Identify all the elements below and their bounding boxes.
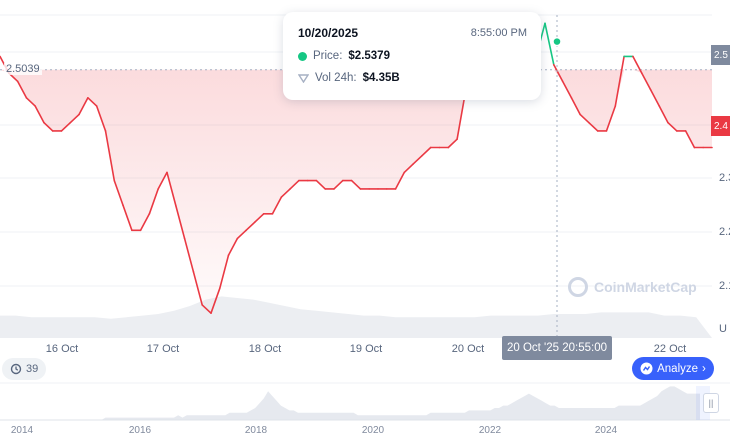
price-segment-13 — [113, 179, 124, 207]
tooltip: 10/20/2025 8:55:00 PM Price: $2.5379 Vol… — [283, 12, 541, 100]
analyze-icon — [640, 362, 653, 375]
x-tick-label-5: 22 Oct — [654, 343, 686, 355]
price-segment-16 — [139, 213, 151, 232]
navigator-year-2024: 2024 — [595, 425, 618, 433]
price-segment-20 — [175, 204, 186, 240]
navigator-year-2018: 2018 — [245, 425, 268, 433]
chevron-right-icon: › — [702, 362, 706, 375]
price-segment-9 — [78, 97, 89, 116]
price-segment-26 — [227, 237, 239, 256]
x-tick-label-1: 17 Oct — [147, 343, 179, 355]
price-segment-33 — [289, 179, 300, 190]
price-segment-38 — [333, 179, 344, 190]
navigator-year-2014: 2014 — [11, 425, 34, 433]
price-segment-48 — [421, 146, 432, 157]
price-dot-icon — [298, 51, 307, 61]
price-segment-27 — [236, 229, 247, 240]
crosshair-time-label: 20 Oct '25 20:55:00 — [502, 336, 612, 360]
price-segment-78 — [684, 130, 696, 149]
price-tag-current: 2.4 — [711, 116, 730, 136]
price-segment-19 — [166, 171, 177, 207]
price-segment-45 — [394, 171, 406, 190]
crosshair-point — [552, 36, 562, 47]
x-tick-label-0: 16 Oct — [46, 343, 78, 355]
tooltip-time: 8:55:00 PM — [470, 27, 527, 39]
price-segment-17 — [148, 188, 159, 215]
price-segment-7 — [60, 121, 72, 132]
analyze-button[interactable]: Analyze › — [632, 357, 714, 380]
price-tag-top: 2.5 — [711, 45, 730, 65]
volume-icon — [298, 73, 309, 83]
tooltip-volume-row: Vol 24h: $4.35B — [298, 72, 400, 84]
price-segment-46 — [403, 163, 414, 174]
price-segment-67 — [588, 121, 599, 132]
price-segment-69 — [605, 105, 617, 132]
price-segment-74 — [649, 88, 661, 107]
price-segment-21 — [183, 237, 195, 273]
tooltip-volume-value: $4.35B — [362, 72, 400, 84]
navigator-year-2020: 2020 — [362, 425, 385, 433]
y-tick-label-3: 2.2 — [719, 226, 730, 238]
price-segment-12 — [104, 130, 116, 182]
price-segment-51 — [447, 138, 458, 149]
analyze-label: Analyze — [657, 362, 699, 375]
price-segment-65 — [570, 97, 581, 116]
price-segment-28 — [245, 221, 256, 232]
price-segment-64 — [561, 80, 573, 99]
price-segment-22 — [192, 270, 203, 306]
y-tick-label-5: U — [719, 323, 727, 335]
price-segment-5 — [43, 121, 54, 132]
watermark: CoinMarketCap — [568, 277, 697, 297]
price-segment-62 — [544, 22, 555, 66]
watermark-text: CoinMarketCap — [594, 279, 697, 295]
tooltip-date: 10/20/2025 — [298, 26, 359, 40]
price-area-fill — [0, 69, 712, 314]
price-segment-23 — [201, 304, 212, 315]
price-segment-40 — [350, 179, 362, 190]
navigator-year-2016: 2016 — [129, 425, 152, 433]
price-segment-76 — [667, 121, 678, 132]
price-segment-8 — [69, 113, 80, 124]
y-tick-label-4: 2.1 — [719, 280, 730, 292]
x-tick-label-3: 19 Oct — [350, 343, 382, 355]
price-segment-2 — [16, 80, 28, 99]
price-segment-72 — [632, 55, 643, 74]
price-segment-66 — [579, 113, 590, 124]
price-segment-63 — [552, 63, 564, 83]
price-segment-24 — [210, 287, 221, 315]
x-tick-label-4: 20 Oct — [452, 343, 484, 355]
price-segment-29 — [254, 213, 265, 223]
tooltip-price-label: Price: — [313, 50, 343, 62]
price-segment-36 — [315, 179, 327, 190]
price-segment-14 — [122, 204, 133, 232]
price-segment-70 — [614, 55, 625, 107]
reference-price-label: 2.5039 — [4, 63, 42, 75]
price-segment-47 — [412, 155, 423, 165]
volume-area — [0, 296, 712, 338]
price-segment-18 — [157, 171, 168, 190]
x-tick-label-2: 18 Oct — [249, 343, 281, 355]
navigator-area — [20, 386, 700, 420]
price-segment-73 — [640, 72, 652, 91]
price-segment-10 — [87, 97, 98, 107]
y-tick-label-2: 2.3 — [719, 172, 730, 184]
price-segment-3 — [25, 97, 37, 107]
tooltip-price-value: $2.5379 — [348, 50, 390, 62]
history-badge[interactable]: 39 — [2, 358, 47, 380]
tooltip-price-row: Price: $2.5379 — [298, 50, 390, 62]
price-segment-31 — [271, 196, 283, 215]
navigator-handle[interactable]: || — [703, 393, 719, 413]
price-segment-25 — [219, 254, 230, 290]
price-segment-32 — [280, 188, 291, 198]
history-icon — [10, 363, 22, 375]
coinmarketcap-logo-icon — [568, 277, 588, 297]
navigator-year-2022: 2022 — [479, 425, 502, 433]
tooltip-volume-label: Vol 24h: — [315, 72, 357, 84]
history-count: 39 — [26, 363, 39, 375]
price-segment-75 — [658, 105, 669, 124]
price-segment-11 — [95, 105, 107, 132]
price-segment-4 — [34, 105, 45, 124]
